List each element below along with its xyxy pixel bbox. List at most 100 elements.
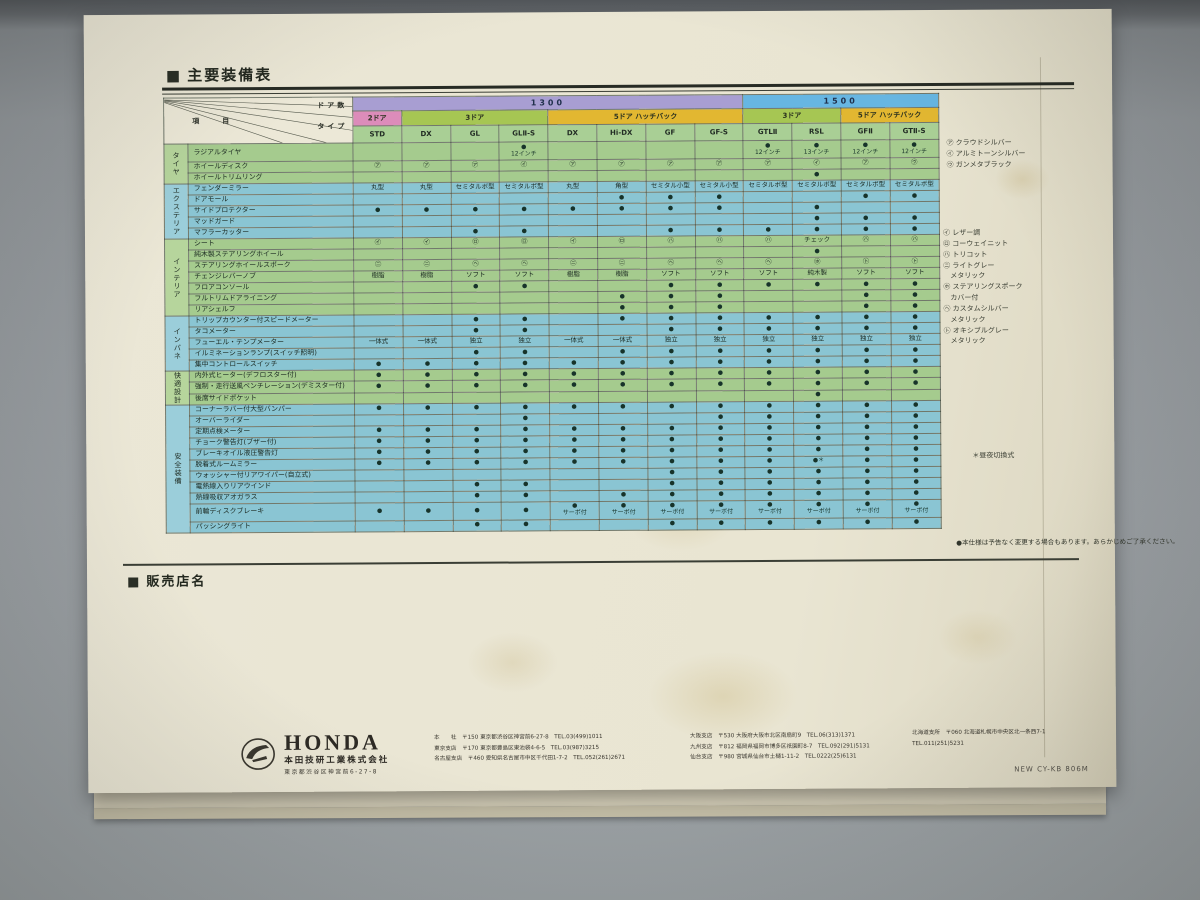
equipment-cell: ● <box>598 357 648 369</box>
table-corner-cell: 項 目 ドア数 タイプ <box>163 97 353 145</box>
equipment-cell <box>793 301 842 313</box>
equipment-cell: ● <box>890 278 940 290</box>
door-count-header: 2ドア <box>352 110 402 127</box>
equipment-cell <box>500 302 550 315</box>
paper-stain <box>467 632 558 693</box>
equipment-cell: ● <box>647 401 697 414</box>
section-label: 安全装備 <box>165 404 191 533</box>
equipment-cell: ㋐ <box>841 157 890 170</box>
equipment-cell: ● <box>842 322 891 335</box>
equipment-cell: ● <box>744 345 794 357</box>
equipment-cell: セミタルボ型 <box>499 181 549 194</box>
equipment-cell <box>500 391 550 403</box>
equipment-cell <box>696 390 745 402</box>
equipment-cell: ● <box>354 380 404 393</box>
equipment-cell: ● <box>891 455 941 467</box>
equipment-cell: ● <box>891 422 941 434</box>
equipment-cell: ● 12インチ <box>889 139 939 158</box>
equipment-cell <box>450 171 500 183</box>
equipment-cell <box>743 191 793 203</box>
equipment-cell: 丸型 <box>548 181 598 193</box>
equipment-cell <box>599 519 649 531</box>
equipment-cell: ● <box>890 344 940 356</box>
equipment-cell: ● <box>890 300 940 312</box>
equipment-cell: ● <box>647 456 697 469</box>
equipment-cell: ● <box>744 312 794 324</box>
equipment-cell: ● <box>500 357 550 370</box>
equipment-cell: ● <box>695 312 745 324</box>
equipment-cell: ㋬ <box>646 257 696 270</box>
equipment-cell: ㋬ <box>744 257 793 269</box>
equipment-cell: ● <box>501 435 550 447</box>
equipment-cell: ● <box>793 312 843 324</box>
equipment-cell <box>548 247 598 259</box>
equipment-cell <box>452 413 502 426</box>
equipment-cell: ● <box>450 204 500 216</box>
equipment-cell: セミタル小型 <box>694 180 744 192</box>
row-label: パッシングライト <box>190 520 356 533</box>
equipment-cell <box>501 468 551 480</box>
equipment-cell: ● <box>792 246 842 258</box>
equipment-cell: 純木製 <box>792 268 842 280</box>
equipment-cell: ● <box>646 312 696 325</box>
equipment-cell: ● <box>501 457 551 469</box>
equipment-cell: ● <box>403 425 453 437</box>
equipment-cell <box>403 469 453 481</box>
equipment-cell: ● <box>842 422 892 434</box>
equipment-cell: ● <box>452 490 502 503</box>
trim-type-header: GL <box>450 125 500 143</box>
equipment-cell <box>402 281 452 293</box>
equipment-cell: セミタルボ型 <box>743 180 793 192</box>
equipment-cell: ● <box>451 325 501 337</box>
equipment-cell: ● <box>500 313 550 326</box>
equipment-cell <box>450 215 500 227</box>
equipment-cell <box>743 169 793 181</box>
equipment-cell <box>401 171 451 183</box>
equipment-cell: ㋐ <box>450 160 500 172</box>
corner-item-label: 項 目 <box>192 117 238 126</box>
door-count-header: 3ドア <box>401 109 548 126</box>
note-line: ㋭ ステアリングスポーク カバー付 <box>943 282 1023 302</box>
equipment-cell: セミタル小型 <box>645 180 695 193</box>
equipment-cell <box>598 479 648 491</box>
equipment-cell: ㋑ <box>792 158 842 170</box>
equipment-cell: ● <box>646 323 696 336</box>
equipment-cell: ● <box>696 434 746 446</box>
equipment-cell <box>598 324 647 336</box>
equipment-cell: ● <box>451 226 500 238</box>
equipment-cell <box>597 214 647 226</box>
equipment-cell: ● <box>792 224 842 236</box>
equipment-cell: ● <box>891 517 941 529</box>
equipment-cell <box>695 246 745 258</box>
print-code: NEW CY-KB 806M <box>1014 765 1089 774</box>
equipment-cell <box>647 412 697 425</box>
equipment-cell: 独立 <box>744 334 794 346</box>
equipment-cell: ● <box>403 369 452 381</box>
equipment-cell: ● サーボ付 <box>696 500 746 519</box>
equipment-cell: ● <box>696 456 746 468</box>
door-count-header: 5ドア ハッチバック <box>547 108 744 125</box>
equipment-cell: ● サーボ付 <box>794 499 844 519</box>
equipment-cell <box>450 193 500 205</box>
equipment-cell <box>354 347 404 360</box>
equipment-cell <box>550 468 599 480</box>
equipment-cell: ● <box>792 213 842 225</box>
equipment-cell: ● <box>891 433 941 445</box>
equipment-cell: ● <box>743 224 793 236</box>
equipment-cell: ● <box>793 444 843 457</box>
section-label: インテリア <box>164 239 189 317</box>
equipment-cell: ㋥ <box>597 258 647 270</box>
equipment-cell <box>500 291 550 304</box>
note-line: ㋑ レザー調 <box>942 228 981 237</box>
equipment-cell: ● <box>744 378 794 391</box>
equipment-cell: ● <box>549 357 599 369</box>
equipment-cell: ● <box>841 300 891 313</box>
equipment-cell: ● <box>500 280 550 293</box>
equipment-cell <box>596 141 646 160</box>
section-label: エクステリア <box>164 184 189 240</box>
dealer-section-title: ■ 販売店名 <box>127 574 207 590</box>
equipment-cell: ● <box>646 224 696 237</box>
equipment-cell <box>743 213 793 225</box>
equipment-cell: ● <box>696 478 746 490</box>
